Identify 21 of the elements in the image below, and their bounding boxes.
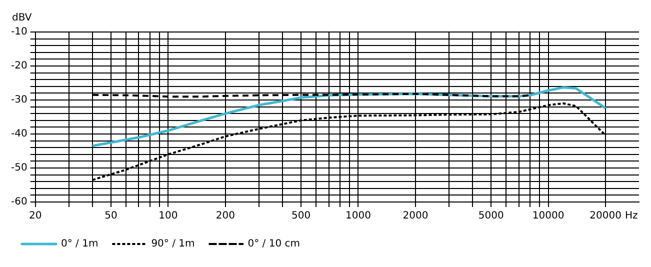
x-tick-label: 2000 — [402, 210, 428, 222]
x-tick-label: 20000 — [590, 210, 622, 222]
x-tick-label: 50 — [104, 210, 118, 222]
y-tick-label: -20 — [10, 60, 28, 72]
x-tick-label: 500 — [291, 210, 311, 222]
y-tick-label: -30 — [10, 94, 28, 106]
x-tick-label: 100 — [158, 210, 178, 222]
legend-label: 90° / 1m — [151, 238, 195, 250]
legend-label: 0° / 10 cm — [248, 238, 300, 250]
y-tick-label: -60 — [10, 196, 28, 208]
y-tick-label: -10 — [10, 26, 28, 38]
y-tick-label: -50 — [10, 162, 28, 174]
y-axis-title: dBV — [12, 12, 32, 24]
x-tick-label: 200 — [216, 210, 235, 222]
x-tick-label: 1000 — [346, 210, 371, 222]
x-tick-label: 5000 — [478, 210, 504, 222]
x-tick-label: 20 — [28, 210, 42, 222]
y-tick-label: -40 — [10, 128, 28, 140]
x-axis-title: Hz — [625, 210, 638, 222]
x-tick-label: 10000 — [532, 210, 564, 222]
legend-label: 0° / 1m — [61, 238, 98, 250]
